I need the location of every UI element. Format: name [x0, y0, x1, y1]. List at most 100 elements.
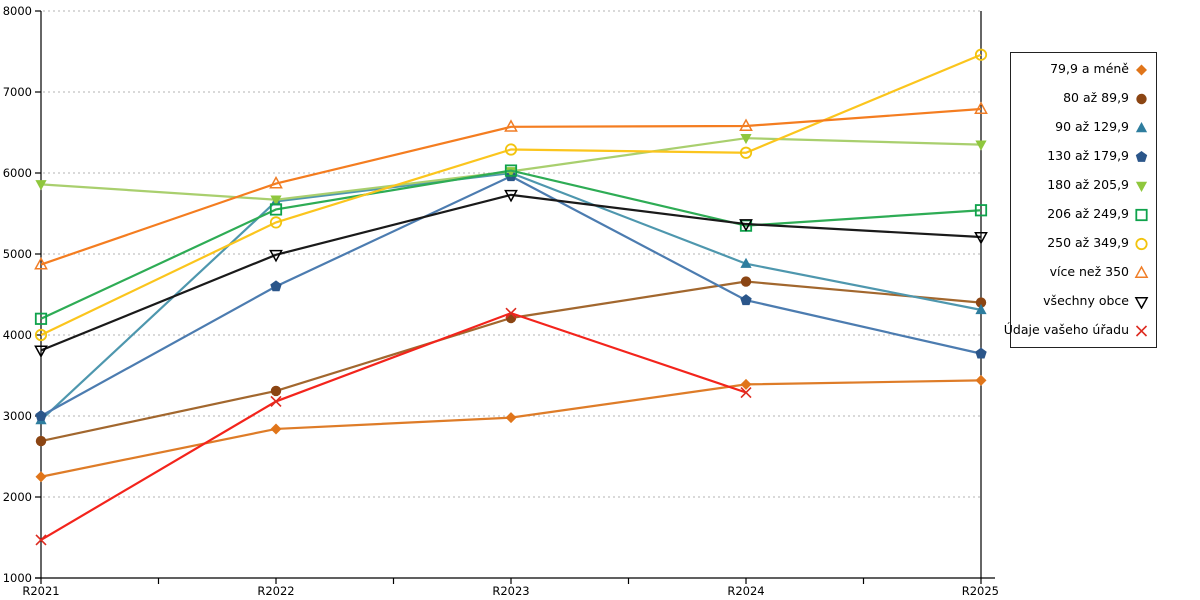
chart-legend: 79,9 a méně 80 až 89,9 90 až 129,9 130 až 1…	[1004, 52, 1157, 348]
legend-label: 79,9 a méně	[1050, 61, 1129, 77]
circle-open-legend-icon	[1135, 237, 1148, 251]
square-open-icon	[504, 164, 518, 177]
legend-item: všechny obce	[1014, 294, 1149, 309]
triangle-down-open-icon	[269, 249, 283, 263]
legend-item: 206 až 249,9	[1014, 207, 1149, 222]
series-line	[40, 175, 982, 417]
triangle-down-open-icon	[34, 345, 48, 358]
y-axis-label: 5000	[3, 247, 32, 261]
triangle-down-icon	[1135, 181, 1148, 192]
y-axis-label: 4000	[3, 328, 32, 342]
series-line	[40, 379, 982, 478]
legend-label: 90 až 129,9	[1055, 119, 1129, 135]
pentagon-icon	[270, 280, 282, 292]
circle-open-icon	[504, 143, 518, 156]
series-line	[40, 193, 982, 352]
pentagon-filled-legend-icon	[1135, 151, 1148, 162]
triangle-down-icon	[270, 195, 282, 206]
legend-item: 250 až 349,9	[1014, 236, 1149, 251]
triangle-down-icon	[35, 180, 47, 191]
legend-label: 80 až 89,9	[1063, 90, 1129, 106]
series-line	[40, 107, 982, 266]
y-axis-label: 1000	[3, 571, 32, 585]
diamond-filled-legend-icon	[1136, 64, 1147, 76]
triangle-up-open-icon	[269, 175, 283, 189]
triangle-up-open-icon	[974, 101, 988, 114]
x-axis-label: R2021	[22, 584, 59, 598]
y-axis-label: 2000	[3, 490, 32, 504]
legend-item: 90 až 129,9	[1014, 120, 1149, 135]
triangle-down-icon	[505, 167, 517, 178]
diamond-icon	[35, 471, 47, 483]
x-icon	[35, 534, 47, 546]
square-open-icon	[269, 203, 283, 216]
triangle-down-filled-legend-icon	[1135, 181, 1148, 192]
square-open-icon	[1135, 208, 1148, 222]
pentagon-icon	[740, 294, 752, 306]
circle-icon	[975, 297, 987, 308]
pentagon-icon	[1135, 151, 1148, 162]
y-axis-label: 6000	[3, 166, 32, 180]
y-axis-label: 7000	[3, 85, 32, 99]
triangle-up-open-legend-icon	[1134, 265, 1149, 278]
y-axis-label: 8000	[3, 4, 32, 18]
legend-item: 80 až 89,9	[1014, 91, 1149, 106]
circle-icon	[35, 435, 47, 447]
triangle-up-open-icon	[504, 119, 518, 132]
circle-open-icon	[974, 48, 988, 61]
x-axis-label: R2025	[962, 584, 999, 598]
circle-open-icon	[1135, 237, 1148, 251]
triangle-up-icon	[975, 303, 987, 315]
diamond-icon	[1136, 64, 1147, 76]
x-icon	[270, 395, 282, 407]
triangle-up-open-icon	[34, 256, 48, 270]
diamond-icon	[740, 378, 752, 390]
pentagon-icon	[975, 347, 987, 359]
circle-filled-legend-icon	[1136, 93, 1147, 105]
circle-open-icon	[269, 216, 283, 229]
circle-icon	[270, 385, 282, 397]
triangle-down-open-icon	[739, 219, 753, 232]
legend-label: více než 350	[1049, 264, 1129, 280]
x-icon	[1135, 325, 1148, 337]
triangle-up-open-icon	[739, 118, 753, 131]
x-axis-label: R2022	[257, 584, 294, 598]
triangle-down-open-icon	[1134, 297, 1149, 309]
triangle-up-open-icon	[1134, 265, 1149, 278]
legend-item: Údaje vašeho úřadu	[1004, 323, 1149, 338]
series-line	[40, 169, 982, 320]
x-axis-label: R2024	[727, 584, 764, 598]
legend-item: více než 350	[1014, 265, 1149, 280]
x-legend-icon	[1135, 325, 1148, 337]
square-open-icon	[974, 204, 988, 217]
legend-label: všechny obce	[1043, 293, 1129, 309]
circle-open-icon	[739, 146, 753, 159]
diamond-icon	[975, 374, 987, 386]
x-icon	[740, 386, 752, 399]
circle-icon	[740, 276, 752, 287]
legend-item: 79,9 a méně	[1014, 62, 1149, 77]
legend-label: 250 až 349,9	[1047, 235, 1129, 251]
pentagon-icon	[35, 410, 47, 421]
legend-label: Údaje vašeho úřadu	[1003, 322, 1129, 338]
triangle-down-open-icon	[974, 232, 988, 245]
legend-label: 180 až 205,9	[1047, 177, 1129, 193]
legend-label: 206 až 249,9	[1047, 206, 1129, 222]
series-line	[40, 311, 747, 541]
circle-open-icon	[34, 328, 48, 342]
triangle-down-open-icon	[504, 189, 518, 203]
circle-icon	[1136, 93, 1147, 105]
triangle-down-open-legend-icon	[1134, 297, 1149, 309]
x-icon	[505, 307, 517, 319]
x-axis-label: R2023	[492, 584, 529, 598]
triangle-down-icon	[740, 133, 752, 145]
legend-label: 130 až 179,9	[1047, 148, 1129, 164]
legend-item: 180 až 205,9	[1014, 178, 1149, 193]
triangle-down-icon	[975, 140, 987, 151]
square-open-icon	[34, 312, 48, 325]
y-axis-label: 3000	[3, 409, 32, 423]
square-open-legend-icon	[1135, 208, 1148, 222]
diamond-icon	[270, 423, 282, 435]
